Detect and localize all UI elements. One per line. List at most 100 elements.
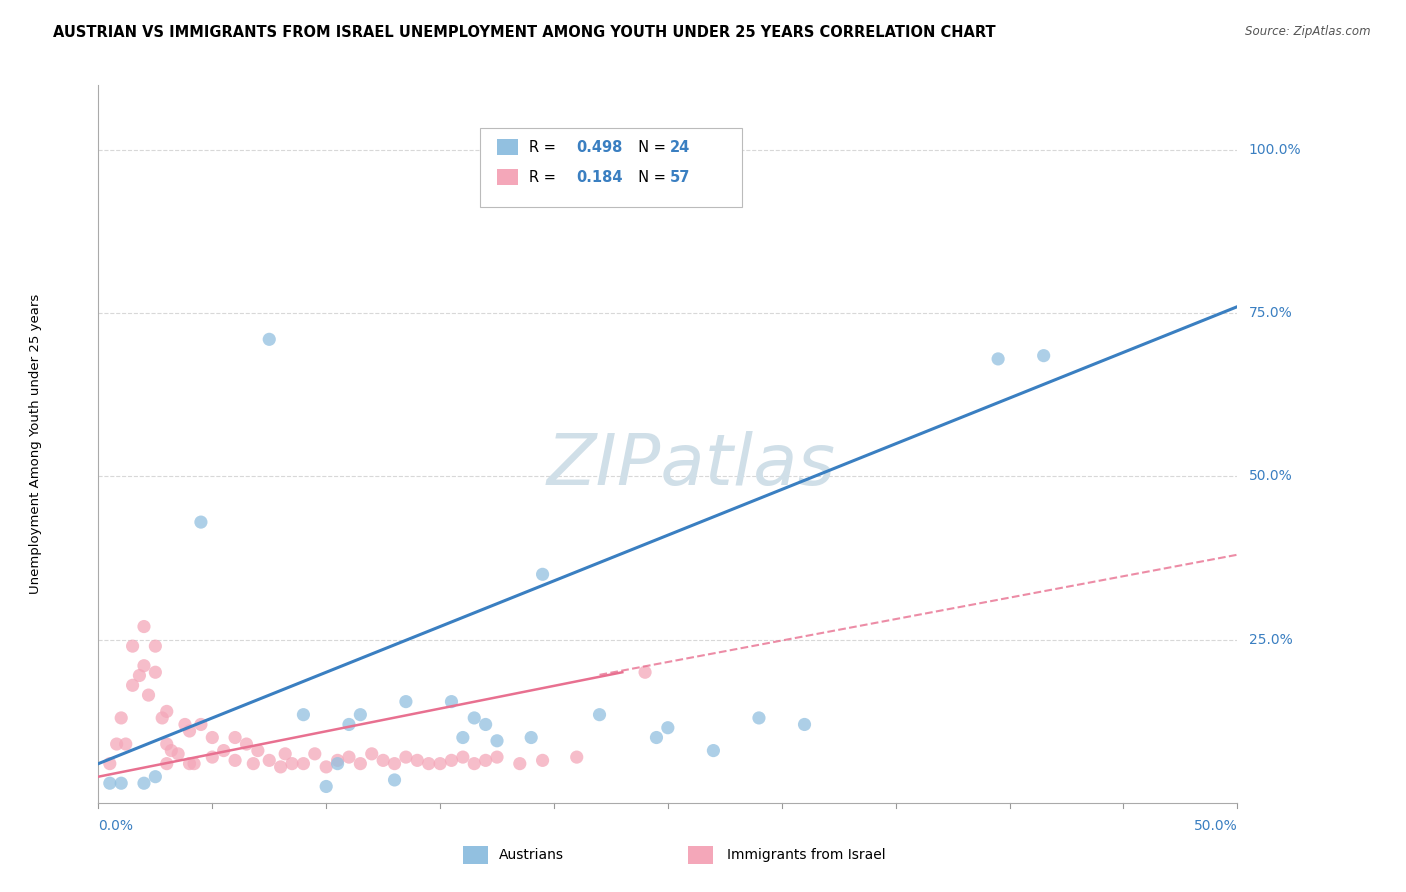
Point <box>121 678 143 692</box>
Text: N =: N = <box>628 169 671 185</box>
Point <box>429 756 451 771</box>
Point <box>486 750 509 764</box>
Point <box>406 753 429 767</box>
Point <box>645 731 668 745</box>
Point <box>793 717 815 731</box>
Text: 50.0%: 50.0% <box>1249 469 1292 483</box>
Text: R =: R = <box>529 169 561 185</box>
Point <box>224 731 246 745</box>
Point <box>183 756 205 771</box>
Point <box>337 717 360 731</box>
Point <box>315 760 337 774</box>
Point <box>657 721 679 735</box>
Point <box>509 756 531 771</box>
Point <box>634 665 657 680</box>
Point <box>174 717 197 731</box>
Text: 0.0%: 0.0% <box>98 819 134 833</box>
Point <box>156 705 179 719</box>
Point <box>349 756 371 771</box>
Point <box>132 776 155 790</box>
Point <box>281 756 304 771</box>
Point <box>201 750 224 764</box>
Point <box>114 737 136 751</box>
Point <box>190 515 212 529</box>
Point <box>371 753 394 767</box>
Text: 50.0%: 50.0% <box>1194 819 1237 833</box>
Point <box>246 743 269 757</box>
Point <box>132 619 155 633</box>
Bar <box>463 846 488 863</box>
Point <box>235 737 257 751</box>
Point <box>259 753 281 767</box>
Text: Unemployment Among Youth under 25 years: Unemployment Among Youth under 25 years <box>30 293 42 594</box>
Point <box>292 756 315 771</box>
Point <box>474 753 496 767</box>
FancyBboxPatch shape <box>479 128 742 207</box>
Text: R =: R = <box>529 140 561 154</box>
Point <box>384 756 406 771</box>
Text: Austrians: Austrians <box>499 847 564 862</box>
Text: 24: 24 <box>671 140 690 154</box>
Point <box>418 756 440 771</box>
Bar <box>498 169 517 186</box>
Text: ZIPatlas: ZIPatlas <box>546 431 835 500</box>
Point <box>440 753 463 767</box>
Point <box>121 639 143 653</box>
Point <box>486 733 509 747</box>
Point <box>474 717 496 731</box>
Point <box>315 780 337 794</box>
Text: N =: N = <box>628 140 671 154</box>
Text: 75.0%: 75.0% <box>1249 306 1292 320</box>
Point <box>242 756 264 771</box>
Point <box>156 737 179 751</box>
Point <box>224 753 246 767</box>
Point <box>110 776 132 790</box>
Bar <box>498 139 517 155</box>
Point <box>138 688 160 702</box>
Text: 0.498: 0.498 <box>576 140 623 154</box>
Point <box>292 707 315 722</box>
Point <box>304 747 326 761</box>
Point <box>451 731 474 745</box>
Point <box>565 750 588 764</box>
Point <box>531 567 554 582</box>
Point <box>451 750 474 764</box>
Text: 100.0%: 100.0% <box>1249 143 1302 157</box>
Point <box>179 756 201 771</box>
Text: 0.184: 0.184 <box>576 169 623 185</box>
Text: Immigrants from Israel: Immigrants from Israel <box>727 847 886 862</box>
Point <box>520 731 543 745</box>
Point <box>110 711 132 725</box>
Point <box>156 756 179 771</box>
Point <box>987 351 1010 366</box>
Point <box>463 756 485 771</box>
Point <box>326 756 349 771</box>
Bar <box>689 846 713 863</box>
Point <box>160 743 183 757</box>
Point <box>360 747 382 761</box>
Point <box>440 695 463 709</box>
Point <box>384 772 406 787</box>
Point <box>145 639 167 653</box>
Point <box>337 750 360 764</box>
Point <box>702 743 724 757</box>
Point <box>395 750 418 764</box>
Point <box>98 776 121 790</box>
Point <box>748 711 770 725</box>
Point <box>274 747 297 761</box>
Point <box>179 724 201 739</box>
Point <box>190 717 212 731</box>
Point <box>1032 349 1054 363</box>
Text: AUSTRIAN VS IMMIGRANTS FROM ISRAEL UNEMPLOYMENT AMONG YOUTH UNDER 25 YEARS CORRE: AUSTRIAN VS IMMIGRANTS FROM ISRAEL UNEMP… <box>53 25 995 40</box>
Text: 25.0%: 25.0% <box>1249 632 1292 647</box>
Point <box>463 711 485 725</box>
Point <box>145 665 167 680</box>
Point <box>150 711 173 725</box>
Point <box>105 737 128 751</box>
Point <box>395 695 418 709</box>
Point <box>326 753 349 767</box>
Point <box>270 760 292 774</box>
Point <box>128 668 150 682</box>
Point <box>167 747 190 761</box>
Point <box>531 753 554 767</box>
